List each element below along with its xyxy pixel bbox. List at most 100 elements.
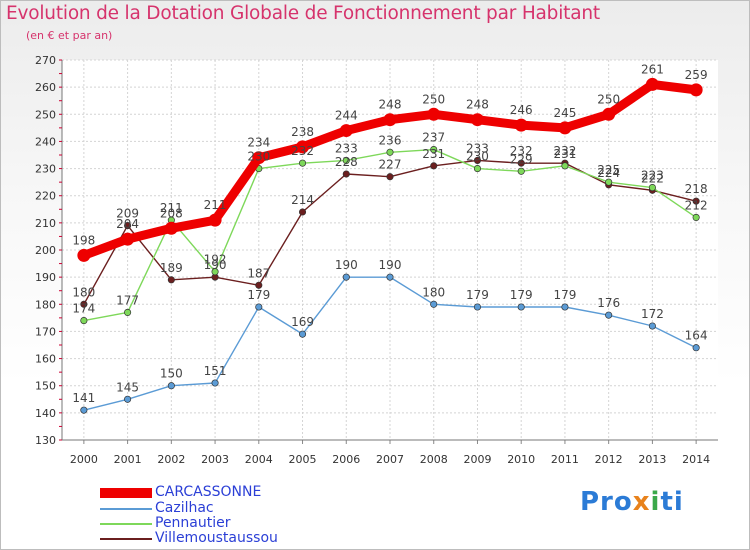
data-label: 187 [247, 266, 270, 280]
data-label: 179 [553, 288, 576, 302]
data-label: 259 [685, 68, 708, 82]
data-point [473, 303, 482, 311]
data-point [296, 140, 310, 154]
data-label: 244 [335, 109, 358, 123]
legend-label: Pennautier [155, 515, 231, 531]
data-label: 164 [685, 329, 708, 343]
data-label: 224 [597, 166, 620, 180]
data-label: 179 [466, 288, 489, 302]
legend-swatch [100, 523, 152, 525]
data-label: 145 [116, 380, 139, 394]
data-label: 179 [510, 288, 533, 302]
x-tick-label: 2014 [682, 453, 710, 466]
data-label: 232 [553, 144, 576, 158]
x-tick-label: 2002 [157, 453, 185, 466]
data-label: 250 [422, 92, 445, 106]
data-label: 209 [116, 207, 139, 221]
data-point [430, 162, 438, 170]
data-label: 192 [204, 253, 227, 267]
data-label: 248 [379, 98, 402, 112]
y-tick-label: 160 [35, 353, 56, 366]
data-label: 225 [597, 163, 620, 177]
x-tick-label: 2003 [201, 453, 229, 466]
x-tick-label: 2005 [289, 453, 317, 466]
data-point [211, 379, 219, 387]
data-point [692, 197, 700, 205]
data-label: 250 [597, 92, 620, 106]
logo-part: i [650, 487, 661, 517]
data-label: 222 [641, 171, 664, 185]
data-label: 231 [553, 147, 576, 161]
data-label: 204 [116, 217, 139, 231]
data-label: 214 [291, 193, 314, 207]
x-tick-label: 2008 [420, 453, 448, 466]
data-point [517, 303, 525, 311]
data-label: 172 [641, 307, 664, 321]
data-point [121, 232, 135, 246]
data-point [167, 382, 175, 390]
data-point [208, 213, 222, 227]
data-label: 261 [641, 62, 664, 76]
data-point [645, 77, 659, 91]
data-point [427, 107, 441, 121]
data-label: 245 [553, 106, 576, 120]
data-label: 248 [466, 98, 489, 112]
data-point [124, 222, 132, 230]
data-point [80, 300, 88, 308]
data-label: 229 [510, 152, 533, 166]
legend-label: CARCASSONNE [155, 484, 262, 500]
data-label: 233 [335, 141, 358, 155]
data-point [339, 124, 353, 138]
x-tick-label: 2012 [595, 453, 623, 466]
data-label: 180 [72, 285, 95, 299]
data-point [298, 208, 307, 216]
data-point [298, 330, 307, 338]
data-point [124, 308, 132, 316]
y-tick-label: 240 [35, 135, 56, 148]
chart-subtitle: (en € et par an) [26, 29, 113, 42]
logo-part: Pro [580, 487, 633, 517]
data-point [648, 322, 656, 330]
data-label: 212 [685, 198, 708, 212]
x-tick-label: 2001 [114, 453, 142, 466]
data-label: 151 [204, 364, 227, 378]
data-point [430, 300, 438, 308]
y-tick-label: 220 [35, 190, 56, 203]
data-point [517, 159, 525, 167]
logo-part: ti [660, 487, 684, 517]
data-point [211, 268, 219, 276]
data-label: 230 [466, 150, 489, 164]
y-tick-label: 270 [35, 54, 56, 67]
data-label: 246 [510, 103, 533, 117]
data-point [298, 159, 307, 167]
y-tick-label: 190 [35, 271, 56, 284]
data-point [470, 113, 484, 127]
data-label: 227 [379, 158, 402, 172]
data-point [473, 156, 482, 164]
data-point [689, 83, 703, 97]
data-point [80, 317, 88, 325]
data-label: 232 [510, 144, 533, 158]
logo-part: x [632, 487, 651, 517]
x-tick-label: 2006 [332, 453, 360, 466]
data-point [430, 146, 438, 154]
data-label: 211 [160, 201, 183, 215]
data-point [342, 170, 350, 178]
data-label: 218 [685, 182, 708, 196]
data-point [167, 276, 175, 284]
legend-swatch [100, 538, 152, 540]
data-label: 169 [291, 315, 314, 329]
data-label: 231 [422, 147, 445, 161]
y-tick-label: 180 [35, 298, 56, 311]
data-point [77, 248, 91, 262]
data-point [514, 118, 528, 132]
data-point [561, 303, 569, 311]
data-label: 176 [597, 296, 620, 310]
data-label: 190 [379, 258, 402, 272]
y-tick-label: 140 [35, 407, 56, 420]
data-point [561, 162, 569, 170]
data-point [342, 156, 350, 164]
y-tick-label: 210 [35, 217, 56, 230]
data-label: 179 [247, 288, 270, 302]
